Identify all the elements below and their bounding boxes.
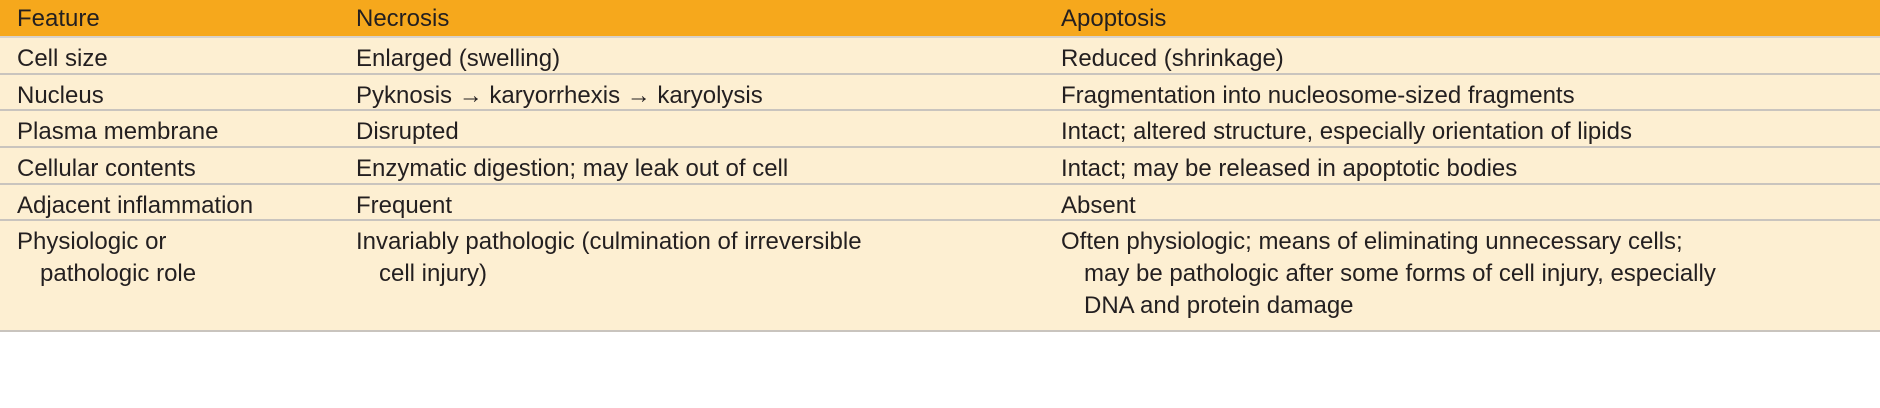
apoptosis-cell: Intact; altered structure, especially or… xyxy=(1061,118,1632,145)
feature-cell: Physiologic or pathologic role xyxy=(0,221,356,330)
apoptosis-line: may be pathologic after some forms of ce… xyxy=(1084,260,1716,287)
necrosis-cell: Frequent xyxy=(356,192,453,219)
apoptosis-cell: Intact; may be released in apoptotic bod… xyxy=(1061,155,1518,182)
header-apoptosis: Apoptosis xyxy=(1061,5,1167,32)
apoptosis-cell: Absent xyxy=(1061,192,1136,219)
table-header-row: Feature Necrosis Apoptosis xyxy=(0,0,1880,38)
necrosis-cell: Enlarged (swelling) xyxy=(356,45,561,72)
necrosis-cell: Pyknosis → karyorrhexis → karyolysis xyxy=(356,82,763,109)
feature-cell: Cellular contents xyxy=(17,155,196,182)
table-row-cell-size: Cell size Enlarged (swelling) Reduced (s… xyxy=(0,38,1880,75)
apoptosis-line: DNA and protein damage xyxy=(1084,292,1354,319)
necrosis-cell: Disrupted xyxy=(356,118,459,145)
feature-line: pathologic role xyxy=(40,260,197,287)
apoptosis-line: Often physiologic; means of eliminating … xyxy=(1061,228,1683,255)
feature-cell: Plasma membrane xyxy=(17,118,219,145)
apoptosis-cell: Often physiologic; means of eliminating … xyxy=(1061,221,1880,330)
table-row-adjacent-inflammation: Adjacent inflammation Frequent Absent xyxy=(0,185,1880,221)
table-row-physiologic-role: Physiologic or pathologic role Invariabl… xyxy=(0,221,1880,332)
header-feature: Feature xyxy=(17,5,100,32)
necrosis-line: cell injury) xyxy=(379,260,488,287)
feature-cell: Adjacent inflammation xyxy=(17,192,254,219)
comparison-table: Feature Necrosis Apoptosis Cell size Enl… xyxy=(0,0,1880,332)
apoptosis-cell: Reduced (shrinkage) xyxy=(1061,45,1284,72)
apoptosis-cell: Fragmentation into nucleosome-sized frag… xyxy=(1061,82,1575,109)
table-row-nucleus: Nucleus Pyknosis → karyorrhexis → karyol… xyxy=(0,75,1880,111)
header-necrosis: Necrosis xyxy=(356,5,450,32)
table-row-plasma-membrane: Plasma membrane Disrupted Intact; altere… xyxy=(0,111,1880,148)
table-row-cellular-contents: Cellular contents Enzymatic digestion; m… xyxy=(0,148,1880,185)
necrosis-cell: Invariably pathologic (culmination of ir… xyxy=(356,221,1061,330)
feature-cell: Cell size xyxy=(17,45,108,72)
feature-cell: Nucleus xyxy=(17,82,104,109)
necrosis-cell: Enzymatic digestion; may leak out of cel… xyxy=(356,155,789,182)
feature-line: Physiologic or xyxy=(17,228,167,255)
necrosis-line: Invariably pathologic (culmination of ir… xyxy=(356,228,862,255)
